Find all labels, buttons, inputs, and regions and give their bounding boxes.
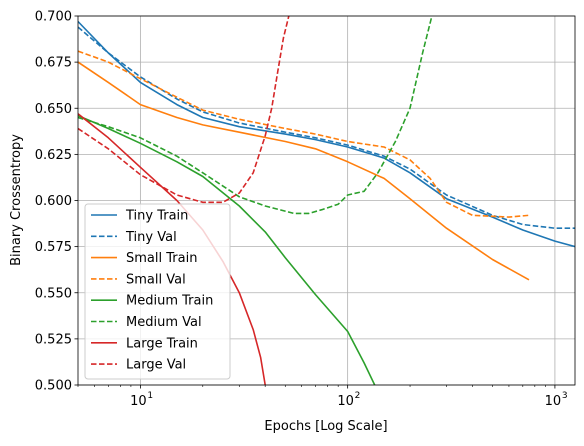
y-tick-label: 0.500: [35, 379, 72, 394]
x-tick-exponent: 1: [147, 391, 153, 401]
y-tick-label: 0.575: [35, 240, 72, 255]
legend-item: Tiny Train: [91, 209, 188, 224]
y-tick-label: 0.525: [35, 332, 72, 347]
legend-item: Large Train: [91, 336, 198, 351]
y-tick-label: 0.700: [35, 10, 72, 25]
legend-label: Tiny Train: [125, 209, 188, 224]
y-tick-label: 0.550: [35, 286, 72, 301]
legend-label: Medium Train: [126, 294, 213, 309]
series-layer: [78, 16, 575, 385]
series-line-large-val: [78, 16, 290, 204]
legend-item: Small Val: [91, 272, 186, 287]
x-tick-exponent: 2: [355, 391, 361, 401]
legend-label: Large Train: [126, 336, 198, 351]
y-tick-label: 0.600: [35, 194, 72, 209]
y-tick-label: 0.675: [35, 56, 72, 71]
series-line-medium-train: [78, 114, 376, 385]
legend-label: Tiny Val: [125, 230, 177, 245]
legend-box: [84, 203, 231, 380]
series-line-small-val: [78, 50, 530, 218]
legend-item: Medium Train: [91, 294, 213, 309]
legend-item: Tiny Val: [91, 230, 177, 245]
legend-item: Medium Val: [91, 315, 202, 330]
legend-label: Small Val: [126, 272, 186, 287]
y-axis-label: Binary Crossentropy: [9, 134, 24, 266]
x-tick-label: 10 1: [130, 391, 153, 409]
x-tick-base: 10: [337, 394, 354, 409]
x-tick-label: 10 3: [545, 391, 568, 409]
y-tick-label: 0.650: [35, 102, 72, 117]
legend-label: Large Val: [126, 358, 186, 373]
tick-layer: 0.500 0.525 0.550 0.575 0.600 0.625 0.650 0.675…: [35, 10, 568, 410]
x-tick-base: 10: [545, 394, 562, 409]
x-tick-label: 10 2: [337, 391, 360, 409]
y-tick-label: 0.625: [35, 148, 72, 163]
legend-item: Small Train: [91, 251, 197, 266]
legend: Tiny Train Tiny Val Small Train Small Val Me…: [84, 203, 231, 380]
legend-label: Small Train: [126, 251, 197, 266]
series-line-medium-val: [78, 16, 433, 215]
series-line-small-train: [78, 61, 530, 281]
legend-item: Large Val: [91, 358, 186, 373]
series-line-tiny-train: [78, 20, 575, 248]
x-tick-exponent: 3: [562, 391, 568, 401]
x-axis-label: Epochs [Log Scale]: [264, 419, 387, 434]
legend-label: Medium Val: [126, 315, 202, 330]
x-tick-base: 10: [130, 394, 147, 409]
